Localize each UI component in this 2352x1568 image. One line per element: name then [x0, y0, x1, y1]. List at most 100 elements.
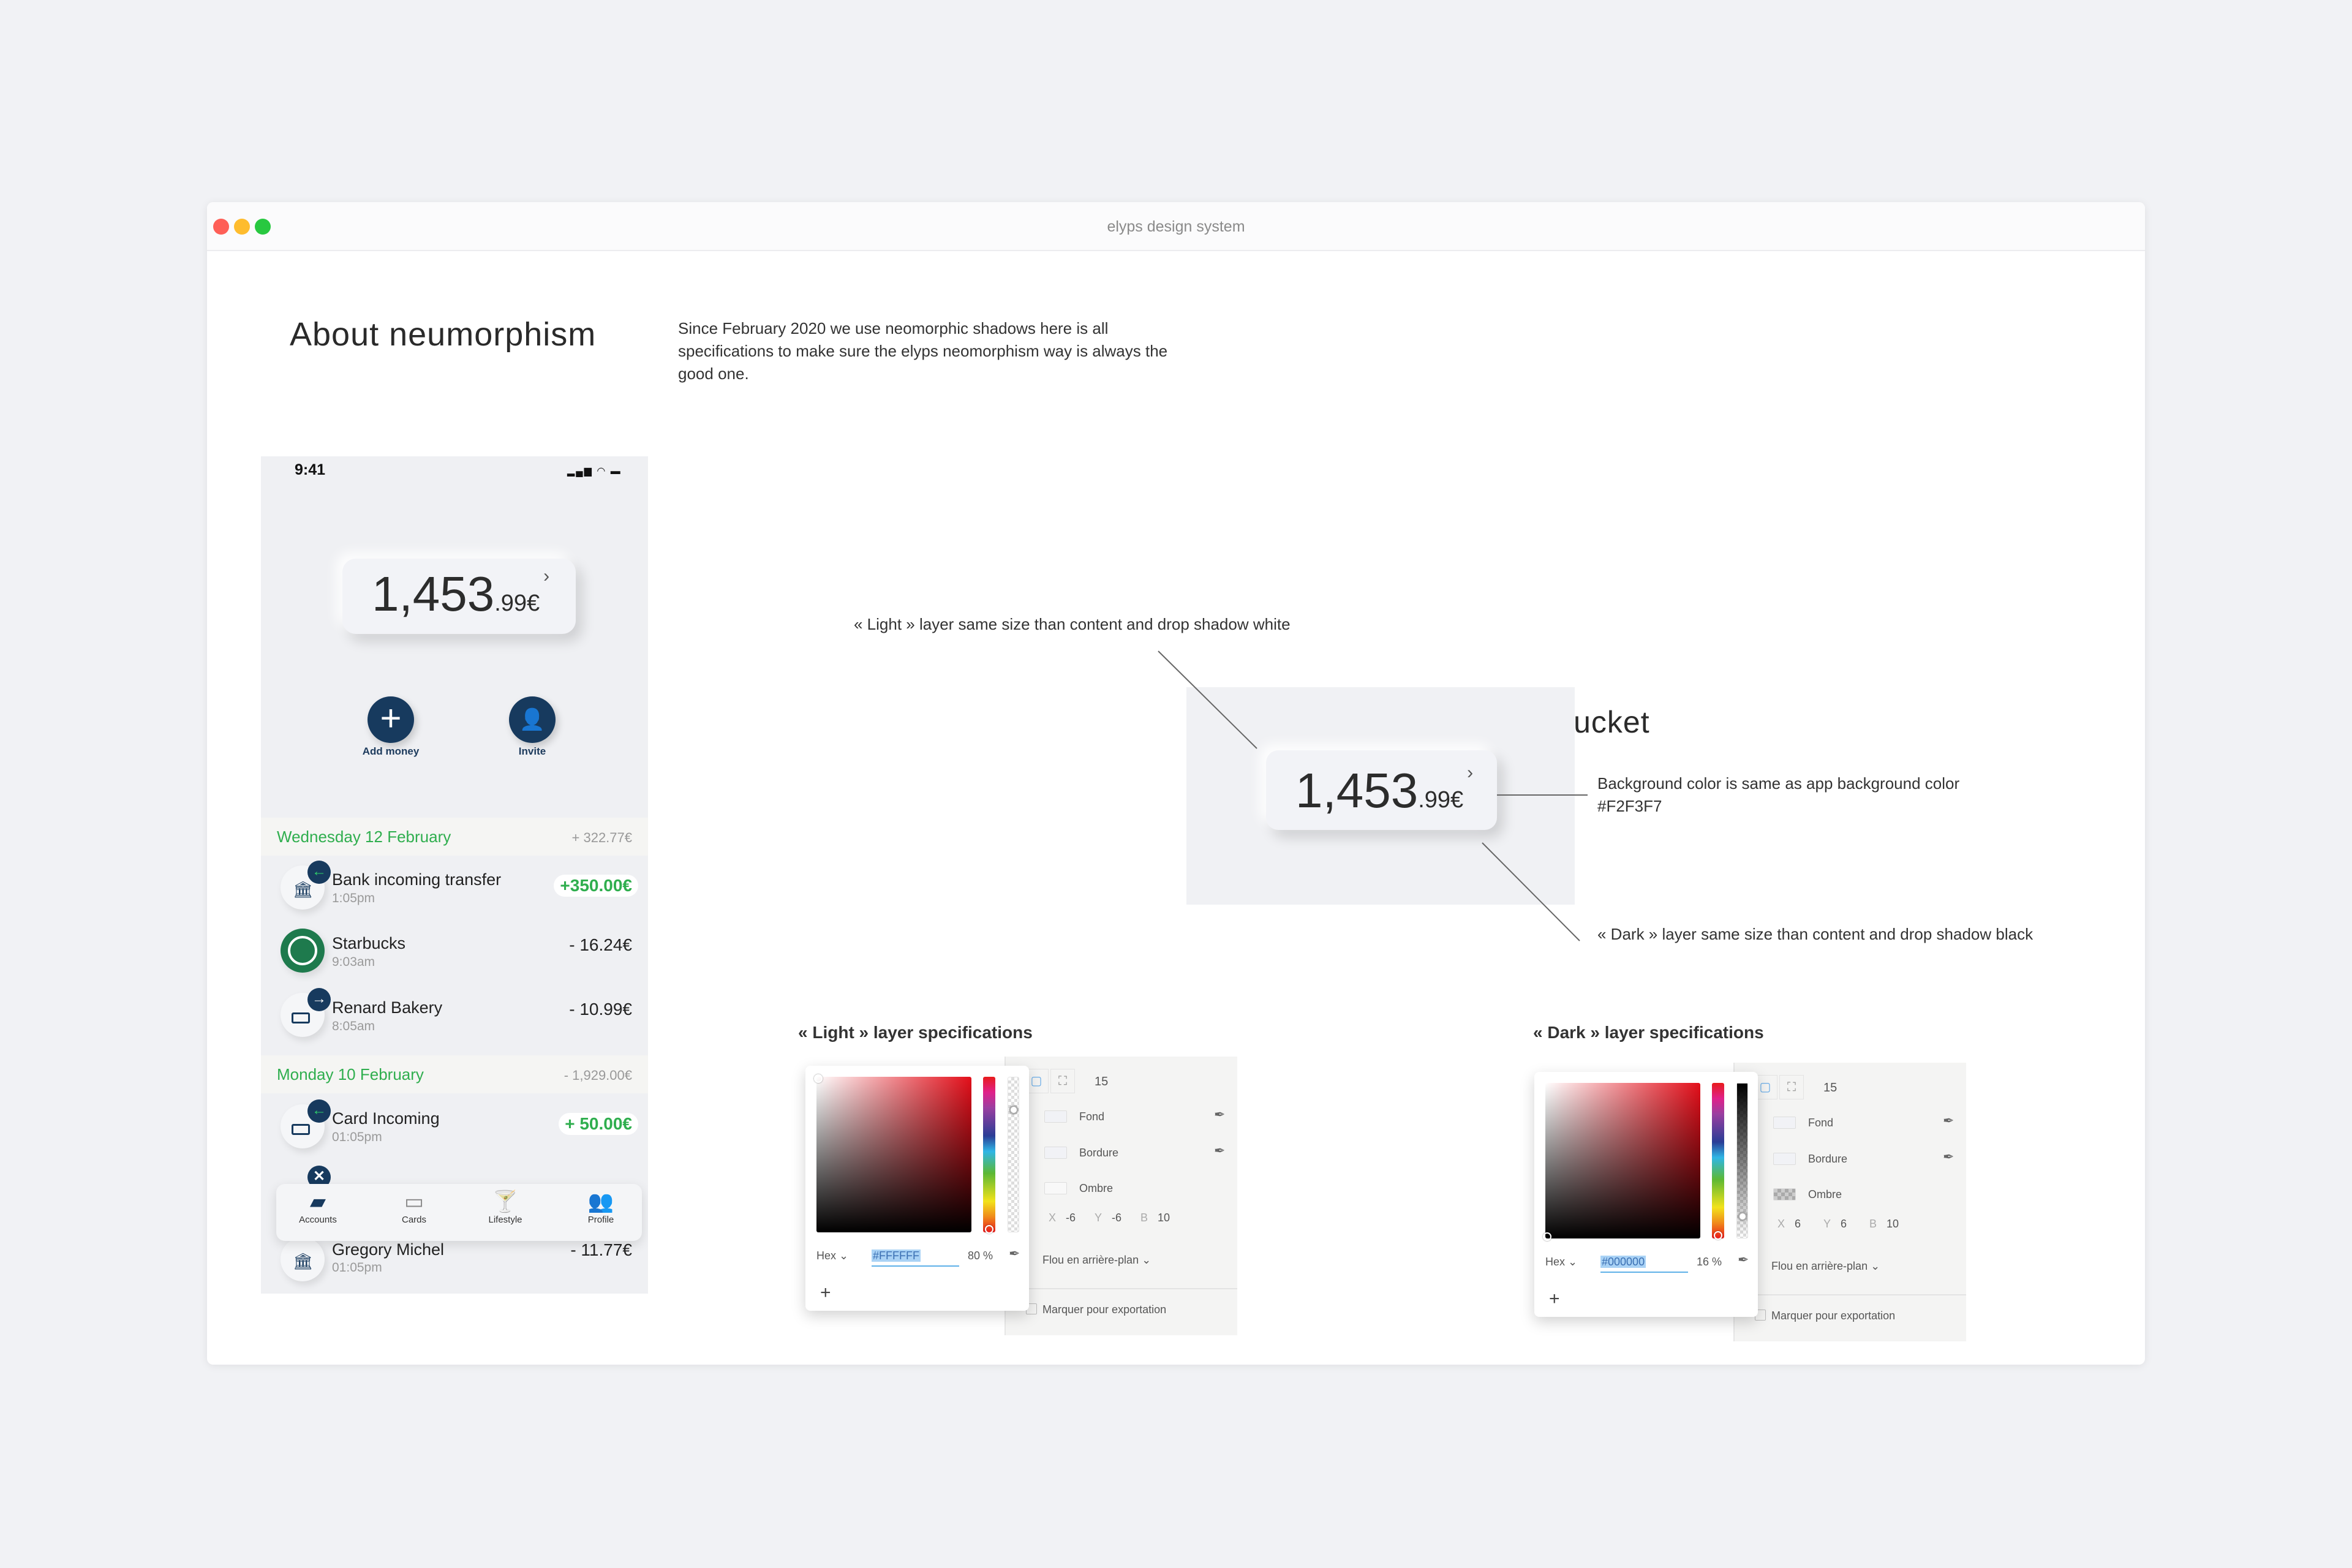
- border-label: Bordure: [1079, 1147, 1119, 1159]
- page-title: About neumorphism: [290, 316, 597, 353]
- add-money-button[interactable]: +: [368, 696, 414, 743]
- opacity-slider[interactable]: [1736, 1083, 1748, 1238]
- export-label: Marquer pour exportation: [1771, 1310, 1896, 1322]
- section-header: Wednesday 12 February + 322.77€: [261, 818, 648, 856]
- saturation-value-field[interactable]: [1543, 1083, 1700, 1241]
- opacity-input[interactable]: 80 %: [968, 1250, 993, 1262]
- status-time: 9:41: [295, 461, 326, 478]
- color-picker-popup: Hex ⌄ #000000 16 % ✒ +: [1534, 1072, 1758, 1317]
- shadow-label: Ombre: [1808, 1188, 1842, 1200]
- corner-radius-individual-button[interactable]: ⛶: [1779, 1075, 1804, 1099]
- opacity-slider[interactable]: [1008, 1077, 1019, 1232]
- hex-underline: [1600, 1272, 1688, 1273]
- opacity-knob[interactable]: [1738, 1212, 1747, 1221]
- section-total: + 322.77€: [571, 830, 632, 845]
- transaction-time: 1:05pm: [332, 891, 375, 905]
- y-label: Y: [1823, 1218, 1831, 1230]
- description: Since February 2020 we use neomorphic sh…: [678, 319, 1168, 383]
- wallet-icon: ▰: [309, 1190, 326, 1213]
- tab-cards[interactable]: ▭ Cards: [377, 1189, 451, 1225]
- transaction-amount: +350.00€: [554, 875, 638, 897]
- shadow-y-input[interactable]: 6: [1841, 1218, 1847, 1230]
- hue-slider[interactable]: [983, 1077, 995, 1234]
- section-header: Monday 10 February - 1,929.00€: [261, 1055, 648, 1093]
- shadow-blur-input[interactable]: 10: [1158, 1212, 1170, 1224]
- light-spec-panel: ▢ ⛶ 15 Fond ✒ Bordure ✒ Ombre X -6 Y -6 …: [796, 1041, 1243, 1341]
- invite-button[interactable]: 👤: [509, 696, 556, 743]
- eyedropper-icon[interactable]: ✒: [1738, 1252, 1749, 1267]
- border-swatch[interactable]: [1773, 1153, 1796, 1165]
- balance-card[interactable]: 1,453.99€›: [342, 559, 576, 634]
- hue-slider[interactable]: [1712, 1083, 1724, 1240]
- tab-profile[interactable]: 👥 Profile: [564, 1189, 638, 1225]
- x-label: X: [1049, 1212, 1057, 1224]
- color-mode-dropdown[interactable]: Hex ⌄: [1545, 1256, 1578, 1268]
- fill-swatch[interactable]: [1773, 1117, 1796, 1129]
- tab-label: Cards: [401, 1215, 426, 1225]
- section-total: - 1,929.00€: [564, 1068, 632, 1083]
- background-blur-dropdown[interactable]: Flou en arrière-plan ⌄: [1042, 1254, 1152, 1266]
- opacity-input[interactable]: 16 %: [1697, 1256, 1722, 1268]
- card-icon: ▭: [404, 1190, 424, 1213]
- signal-wifi-battery-icon: ▂▄▆ ◠ ▬: [567, 466, 622, 477]
- eyedropper-icon[interactable]: ✒: [1943, 1149, 1954, 1164]
- tab-bar: ▰ Accounts ▭ Cards 🍸 Lifestyle 👥 Profile: [276, 1184, 642, 1241]
- hex-input[interactable]: #000000: [1600, 1256, 1646, 1268]
- shadow-y-input[interactable]: -6: [1112, 1212, 1122, 1224]
- bank-icon: 🏛: [281, 1237, 325, 1281]
- color-knob[interactable]: [814, 1074, 823, 1083]
- zoom-window-button[interactable]: [255, 219, 271, 235]
- color-mode-label: Hex: [1545, 1256, 1566, 1268]
- hex-underline: [872, 1265, 959, 1267]
- tab-label: Accounts: [299, 1215, 337, 1225]
- light-spec-heading: « Light » layer specifications: [798, 1023, 1033, 1042]
- transaction-name: Renard Bakery: [332, 998, 443, 1017]
- add-user-icon: 👤: [519, 708, 546, 731]
- shadow-swatch[interactable]: [1773, 1188, 1796, 1200]
- add-swatch-button[interactable]: +: [820, 1283, 831, 1303]
- fill-swatch[interactable]: [1044, 1110, 1067, 1123]
- hex-input[interactable]: #FFFFFF: [872, 1250, 921, 1262]
- b-label: B: [1140, 1212, 1148, 1224]
- shadow-x-input[interactable]: 6: [1795, 1218, 1801, 1230]
- opacity-knob[interactable]: [1009, 1106, 1018, 1114]
- shadow-label: Ombre: [1079, 1182, 1114, 1194]
- tab-accounts[interactable]: ▰ Accounts: [281, 1189, 355, 1225]
- tab-lifestyle[interactable]: 🍸 Lifestyle: [469, 1189, 542, 1225]
- shadow-x-input[interactable]: -6: [1066, 1212, 1076, 1224]
- divider: [1735, 1294, 1966, 1295]
- shadow-blur-input[interactable]: 10: [1887, 1218, 1899, 1230]
- tab-label: Lifestyle: [488, 1215, 522, 1225]
- background-blur-label: Flou en arrière-plan: [1771, 1260, 1868, 1272]
- shadow-swatch[interactable]: [1044, 1182, 1067, 1194]
- chevron-right-icon: ›: [1467, 763, 1474, 783]
- title-bar: elyps design system: [207, 202, 2145, 251]
- minimize-window-button[interactable]: [234, 219, 250, 235]
- color-knob[interactable]: [1543, 1232, 1551, 1241]
- balance-decimal: .99€: [494, 590, 540, 616]
- transaction-amount: - 16.24€: [569, 935, 632, 954]
- corner-radius-individual-button[interactable]: ⛶: [1050, 1069, 1075, 1093]
- saturation-value-field[interactable]: [814, 1074, 971, 1232]
- border-swatch[interactable]: [1044, 1147, 1067, 1159]
- users-icon: 👥: [587, 1190, 614, 1213]
- color-mode-label: Hex: [816, 1250, 837, 1262]
- eyedropper-icon[interactable]: ✒: [1214, 1107, 1226, 1122]
- invite-label: Invite: [518, 745, 546, 757]
- hue-knob[interactable]: [985, 1225, 993, 1234]
- cocktail-icon: 🍸: [492, 1190, 519, 1213]
- divider: [1006, 1288, 1237, 1289]
- hex-value: #000000: [1600, 1256, 1646, 1268]
- eyedropper-icon[interactable]: ✒: [1009, 1246, 1020, 1261]
- eyedropper-icon[interactable]: ✒: [1214, 1143, 1226, 1158]
- starbucks-logo: [281, 929, 325, 973]
- eyedropper-icon[interactable]: ✒: [1943, 1113, 1954, 1128]
- radius-value[interactable]: 15: [1095, 1075, 1109, 1088]
- hue-knob[interactable]: [1714, 1231, 1722, 1240]
- close-window-button[interactable]: [213, 219, 229, 235]
- color-mode-dropdown[interactable]: Hex ⌄: [816, 1250, 849, 1262]
- anatomy-title: Anatomy of neumorphic bucket: [1210, 705, 1650, 739]
- add-swatch-button[interactable]: +: [1549, 1289, 1560, 1309]
- background-blur-dropdown[interactable]: Flou en arrière-plan ⌄: [1771, 1260, 1880, 1272]
- radius-value[interactable]: 15: [1823, 1081, 1838, 1095]
